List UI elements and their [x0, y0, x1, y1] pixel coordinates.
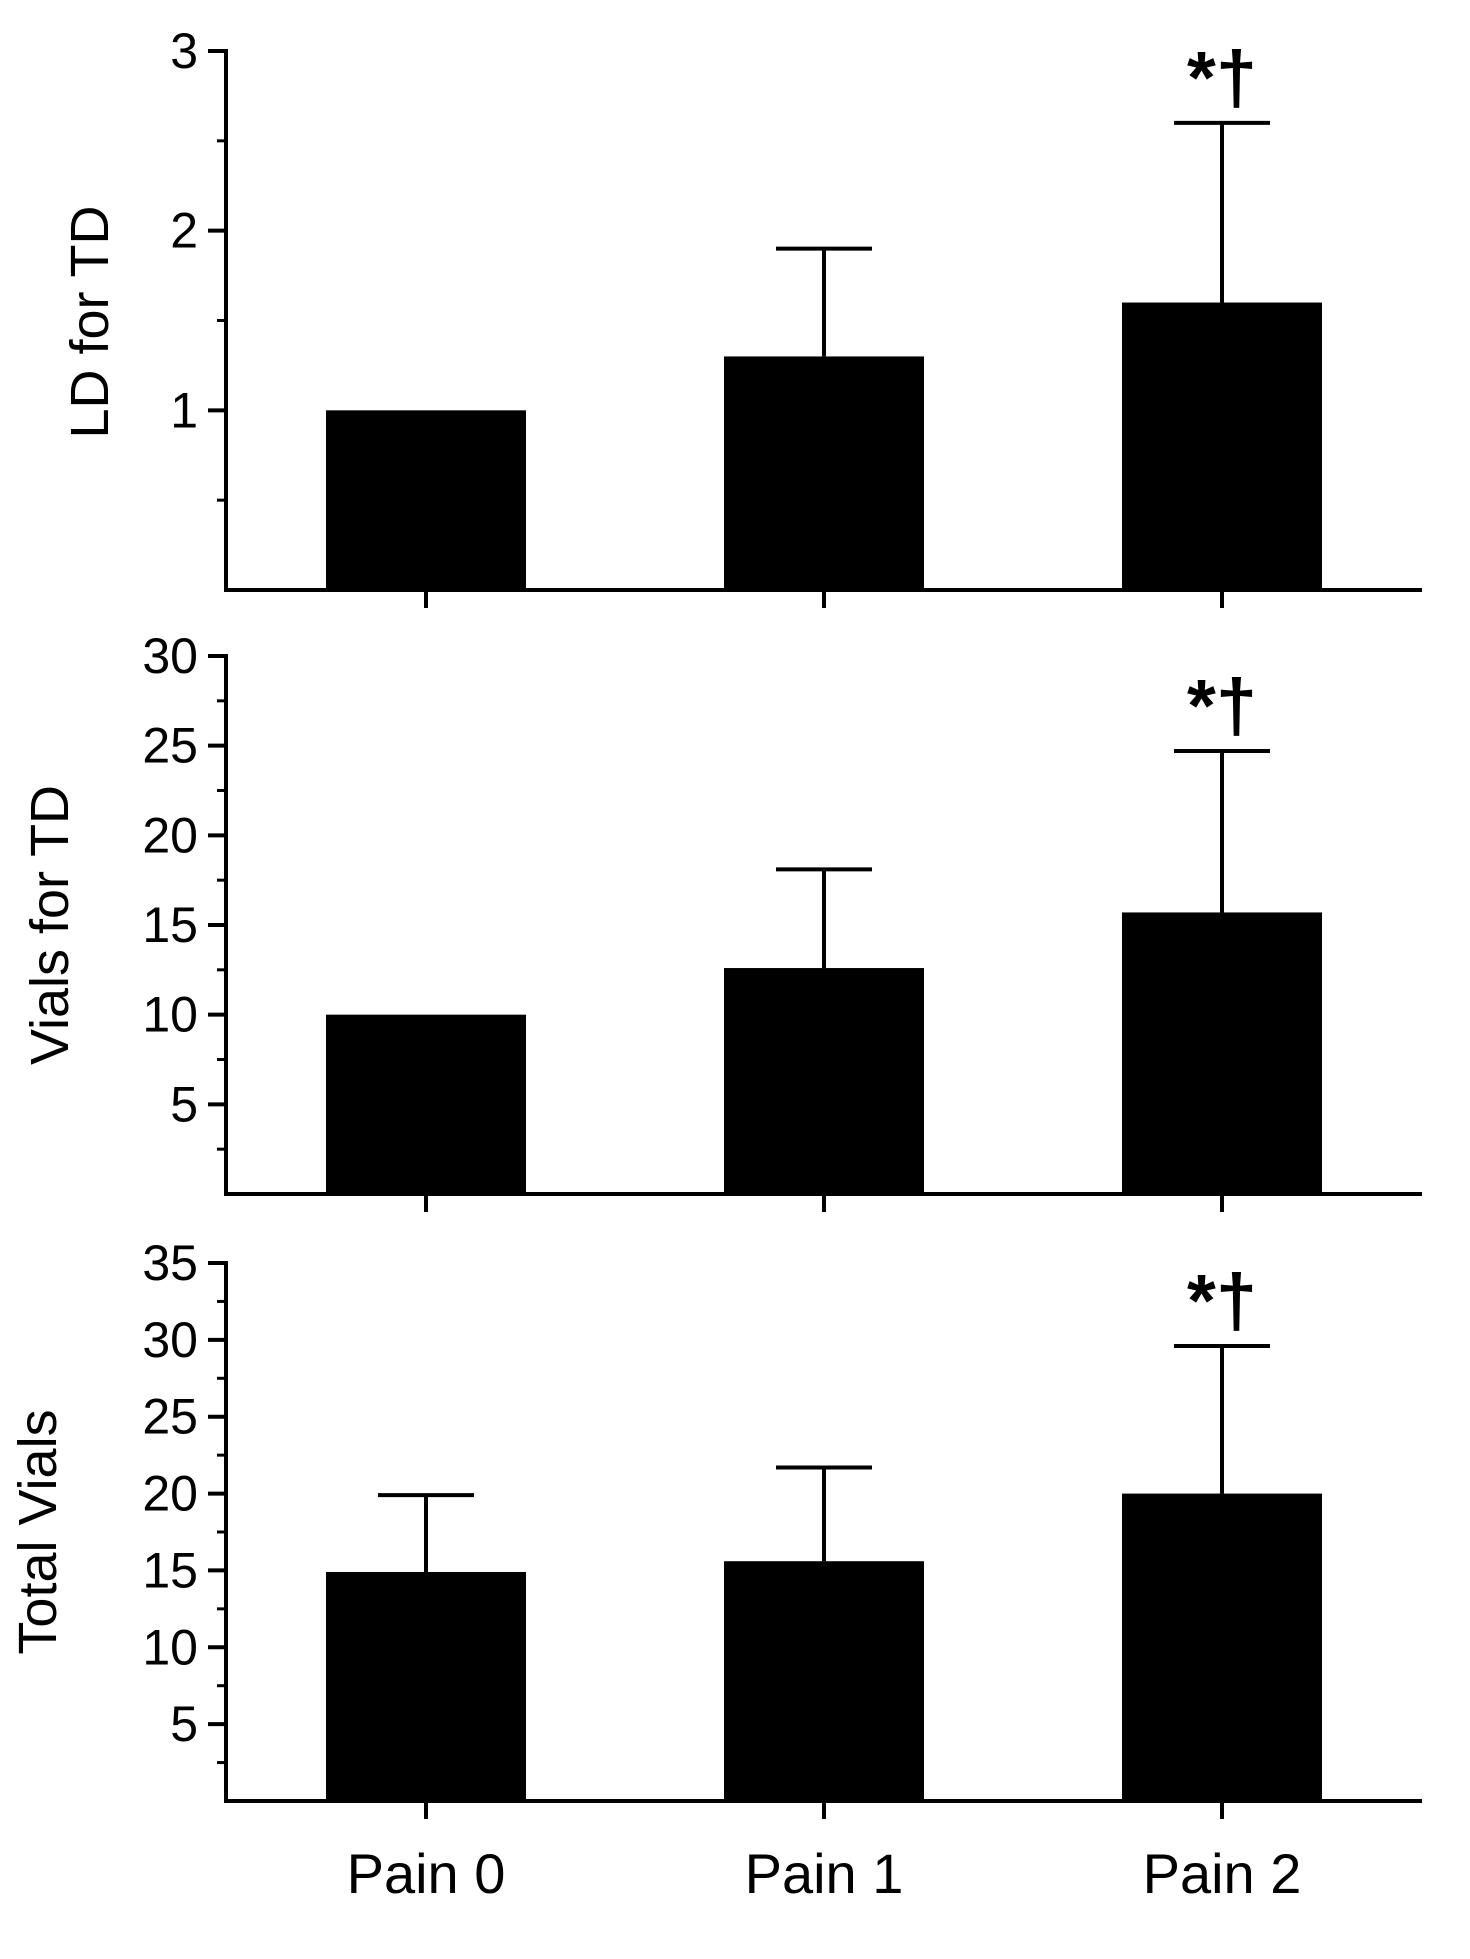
y-tick-label: 3 — [170, 23, 198, 79]
bar-pain-0 — [326, 1571, 526, 1801]
y-axis-label: LD for TD — [60, 205, 120, 438]
y-tick-label: 35 — [142, 1235, 198, 1291]
y-tick-label: 1 — [170, 382, 198, 438]
y-tick-label: 20 — [142, 807, 198, 863]
panel-3: *† 5 10 15 20 25 30 35 Total Vials — [8, 1235, 1422, 1819]
y-tick-label: 25 — [142, 1389, 198, 1445]
y-tick-label: 5 — [170, 1076, 198, 1132]
y-tick-label: 10 — [142, 1619, 198, 1675]
y-tick-label: 10 — [142, 987, 198, 1043]
x-category-label-pain-2: Pain 2 — [1143, 1842, 1302, 1905]
significance-annotation: *† — [1187, 1259, 1257, 1342]
x-category-label-pain-1: Pain 1 — [745, 1842, 904, 1905]
x-category-label-pain-0: Pain 0 — [347, 1842, 506, 1905]
y-tick-label: 15 — [142, 897, 198, 953]
bar-pain-1 — [724, 356, 924, 590]
bar-pain-0 — [326, 410, 526, 590]
y-axis-label: Vials for TD — [20, 785, 80, 1065]
bar-pain-2 — [1122, 302, 1322, 590]
panel-1: *† 1 2 3 LD for TD — [60, 23, 1422, 608]
y-axis-label: Total Vials — [8, 1409, 68, 1654]
y-tick-label: 30 — [142, 628, 198, 684]
bar-pain-0 — [326, 1014, 526, 1194]
y-tick-label: 2 — [170, 203, 198, 259]
y-tick-label: 30 — [142, 1312, 198, 1368]
y-tick-label: 25 — [142, 718, 198, 774]
y-tick-label: 5 — [170, 1696, 198, 1752]
bar-pain-2 — [1122, 912, 1322, 1194]
bar-pain-1 — [724, 968, 924, 1194]
bar-pain-1 — [724, 1561, 924, 1801]
y-tick-label: 15 — [142, 1542, 198, 1598]
significance-annotation: *† — [1187, 664, 1257, 747]
significance-annotation: *† — [1187, 36, 1257, 119]
bar-pain-2 — [1122, 1493, 1322, 1801]
y-tick-label: 20 — [142, 1466, 198, 1522]
panel-2: *† 5 10 15 20 25 30 Vials for TD — [20, 628, 1422, 1212]
